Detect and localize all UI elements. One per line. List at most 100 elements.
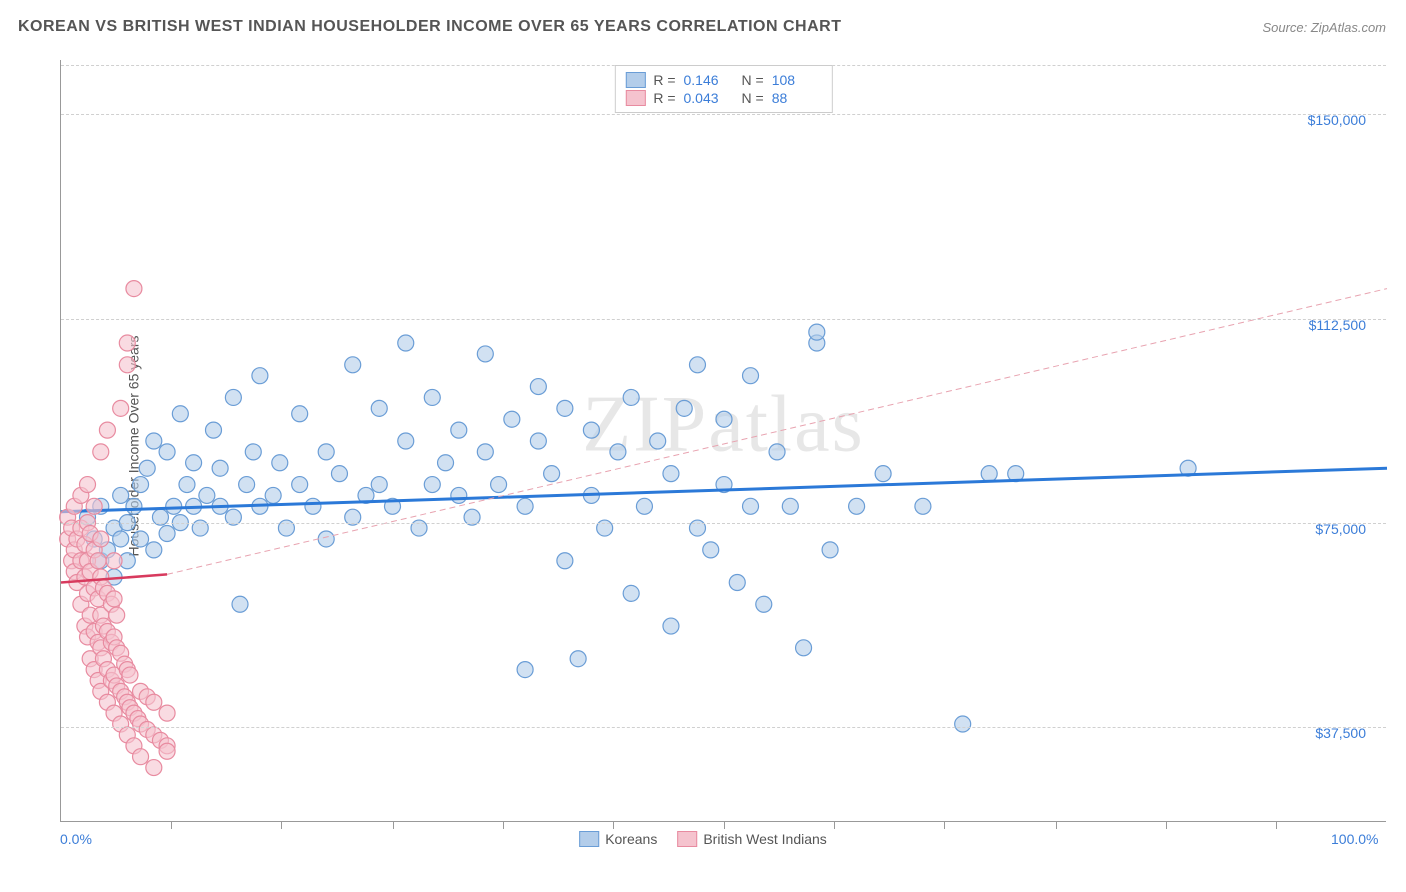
grid-line — [61, 114, 1386, 115]
source-label: Source: ZipAtlas.com — [1262, 20, 1386, 35]
extrapolation-line — [167, 289, 1387, 575]
data-point — [451, 487, 467, 503]
r-label: R = — [653, 72, 675, 88]
data-point — [292, 477, 308, 493]
data-point — [743, 498, 759, 514]
data-point — [205, 422, 221, 438]
data-point — [245, 444, 261, 460]
data-point — [179, 477, 195, 493]
plot-area: ZIPatlas R = 0.146 N = 108 R = 0.043 N =… — [60, 60, 1386, 822]
legend-series: Koreans British West Indians — [579, 831, 827, 847]
y-tick-label: $37,500 — [1315, 725, 1366, 741]
data-point — [139, 460, 155, 476]
data-point — [146, 433, 162, 449]
data-point — [623, 585, 639, 601]
data-point — [676, 400, 692, 416]
data-point — [530, 379, 546, 395]
x-tick — [834, 821, 835, 829]
n-label: N = — [742, 72, 764, 88]
data-point — [159, 444, 175, 460]
data-point — [113, 487, 129, 503]
data-point — [636, 498, 652, 514]
x-tick — [503, 821, 504, 829]
data-point — [146, 694, 162, 710]
legend-stats: R = 0.146 N = 108 R = 0.043 N = 88 — [614, 65, 832, 113]
data-point — [398, 433, 414, 449]
n-value: 108 — [772, 72, 822, 88]
data-point — [570, 651, 586, 667]
grid-line — [61, 319, 1386, 320]
n-value: 88 — [772, 90, 822, 106]
data-point — [172, 406, 188, 422]
data-point — [133, 477, 149, 493]
data-point — [477, 444, 493, 460]
x-tick-label: 0.0% — [60, 831, 92, 847]
data-point — [477, 346, 493, 362]
data-point — [93, 531, 109, 547]
data-point — [782, 498, 798, 514]
legend-swatch — [625, 90, 645, 106]
y-tick-label: $75,000 — [1315, 521, 1366, 537]
data-point — [239, 477, 255, 493]
data-point — [106, 591, 122, 607]
data-point — [557, 553, 573, 569]
data-point — [915, 498, 931, 514]
r-value: 0.043 — [684, 90, 734, 106]
data-point — [232, 596, 248, 612]
legend-series-label: Koreans — [605, 831, 657, 847]
data-point — [530, 433, 546, 449]
legend-stat-row: R = 0.043 N = 88 — [625, 90, 821, 106]
data-point — [146, 760, 162, 776]
y-tick-label: $112,500 — [1309, 317, 1366, 333]
data-point — [689, 357, 705, 373]
data-point — [371, 477, 387, 493]
x-tick — [281, 821, 282, 829]
legend-swatch — [625, 72, 645, 88]
data-point — [292, 406, 308, 422]
data-point — [318, 531, 334, 547]
data-point — [166, 498, 182, 514]
data-point — [756, 596, 772, 612]
x-tick-label: 100.0% — [1331, 831, 1378, 847]
data-point — [90, 553, 106, 569]
data-point — [729, 575, 745, 591]
legend-series-item: British West Indians — [677, 831, 826, 847]
data-point — [345, 357, 361, 373]
r-label: R = — [653, 90, 675, 106]
data-point — [438, 455, 454, 471]
grid-line — [61, 727, 1386, 728]
y-tick-label: $150,000 — [1308, 112, 1366, 128]
data-point — [122, 667, 138, 683]
chart-title: KOREAN VS BRITISH WEST INDIAN HOUSEHOLDE… — [18, 18, 841, 36]
r-value: 0.146 — [684, 72, 734, 88]
data-point — [544, 466, 560, 482]
data-point — [398, 335, 414, 351]
data-point — [133, 749, 149, 765]
data-point — [265, 487, 281, 503]
data-point — [119, 335, 135, 351]
data-point — [504, 411, 520, 427]
data-point — [113, 400, 129, 416]
data-point — [491, 477, 507, 493]
x-tick — [1166, 821, 1167, 829]
data-point — [809, 324, 825, 340]
data-point — [769, 444, 785, 460]
data-point — [583, 422, 599, 438]
data-point — [663, 466, 679, 482]
data-point — [981, 466, 997, 482]
data-point — [610, 444, 626, 460]
legend-series-item: Koreans — [579, 831, 657, 847]
data-point — [743, 368, 759, 384]
data-point — [119, 357, 135, 373]
data-point — [159, 526, 175, 542]
data-point — [99, 422, 115, 438]
data-point — [623, 389, 639, 405]
data-point — [146, 542, 162, 558]
data-point — [272, 455, 288, 471]
x-tick — [393, 821, 394, 829]
x-tick — [1056, 821, 1057, 829]
x-tick — [724, 821, 725, 829]
chart-container: KOREAN VS BRITISH WEST INDIAN HOUSEHOLDE… — [10, 10, 1396, 882]
data-point — [716, 411, 732, 427]
legend-swatch — [579, 831, 599, 847]
